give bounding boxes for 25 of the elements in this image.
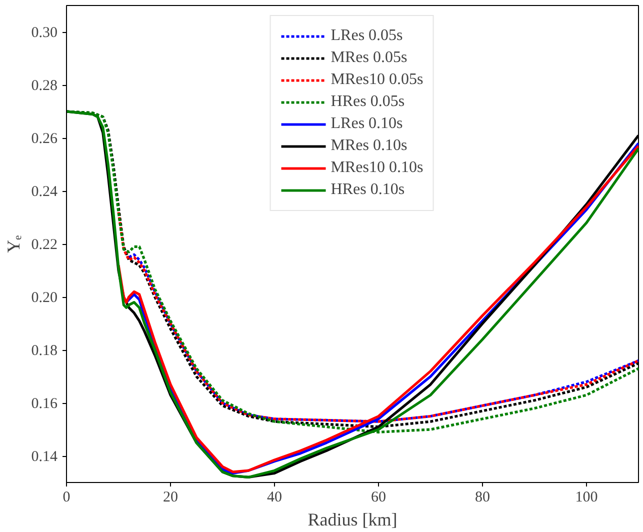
y-tick-label: 0.20 [31,290,58,306]
x-tick-label: 40 [267,490,282,506]
y-tick-label: 0.16 [31,396,58,412]
legend-label: LRes 0.10s [330,115,403,133]
legend-label: MRes 0.05s [330,49,408,67]
legend-label: MRes10 0.10s [330,159,424,177]
x-tick-label: 60 [371,490,386,506]
y-tick-label: 0.14 [31,449,58,465]
y-tick-label: 0.24 [31,184,58,200]
x-tick-label: 0 [62,490,70,506]
x-tick-label: 80 [475,490,490,506]
legend-label: MRes10 0.05s [330,71,424,89]
y-tick-label: 0.26 [31,131,58,147]
legend-label: HRes 0.10s [330,181,405,199]
y-tick-label: 0.22 [31,237,58,253]
y-tick-label: 0.28 [31,78,58,94]
x-tick-label: 100 [575,490,598,506]
legend-label: MRes 0.10s [330,137,408,155]
y-tick-label: 0.30 [31,25,58,41]
x-tick-label: 20 [163,490,178,506]
y-axis-title: Yₑ [3,234,24,253]
legend-label: HRes 0.05s [330,93,405,111]
x-axis-title: Radius [km] [308,510,398,530]
legend-label: LRes 0.05s [330,27,403,45]
y-tick-label: 0.18 [31,343,58,359]
